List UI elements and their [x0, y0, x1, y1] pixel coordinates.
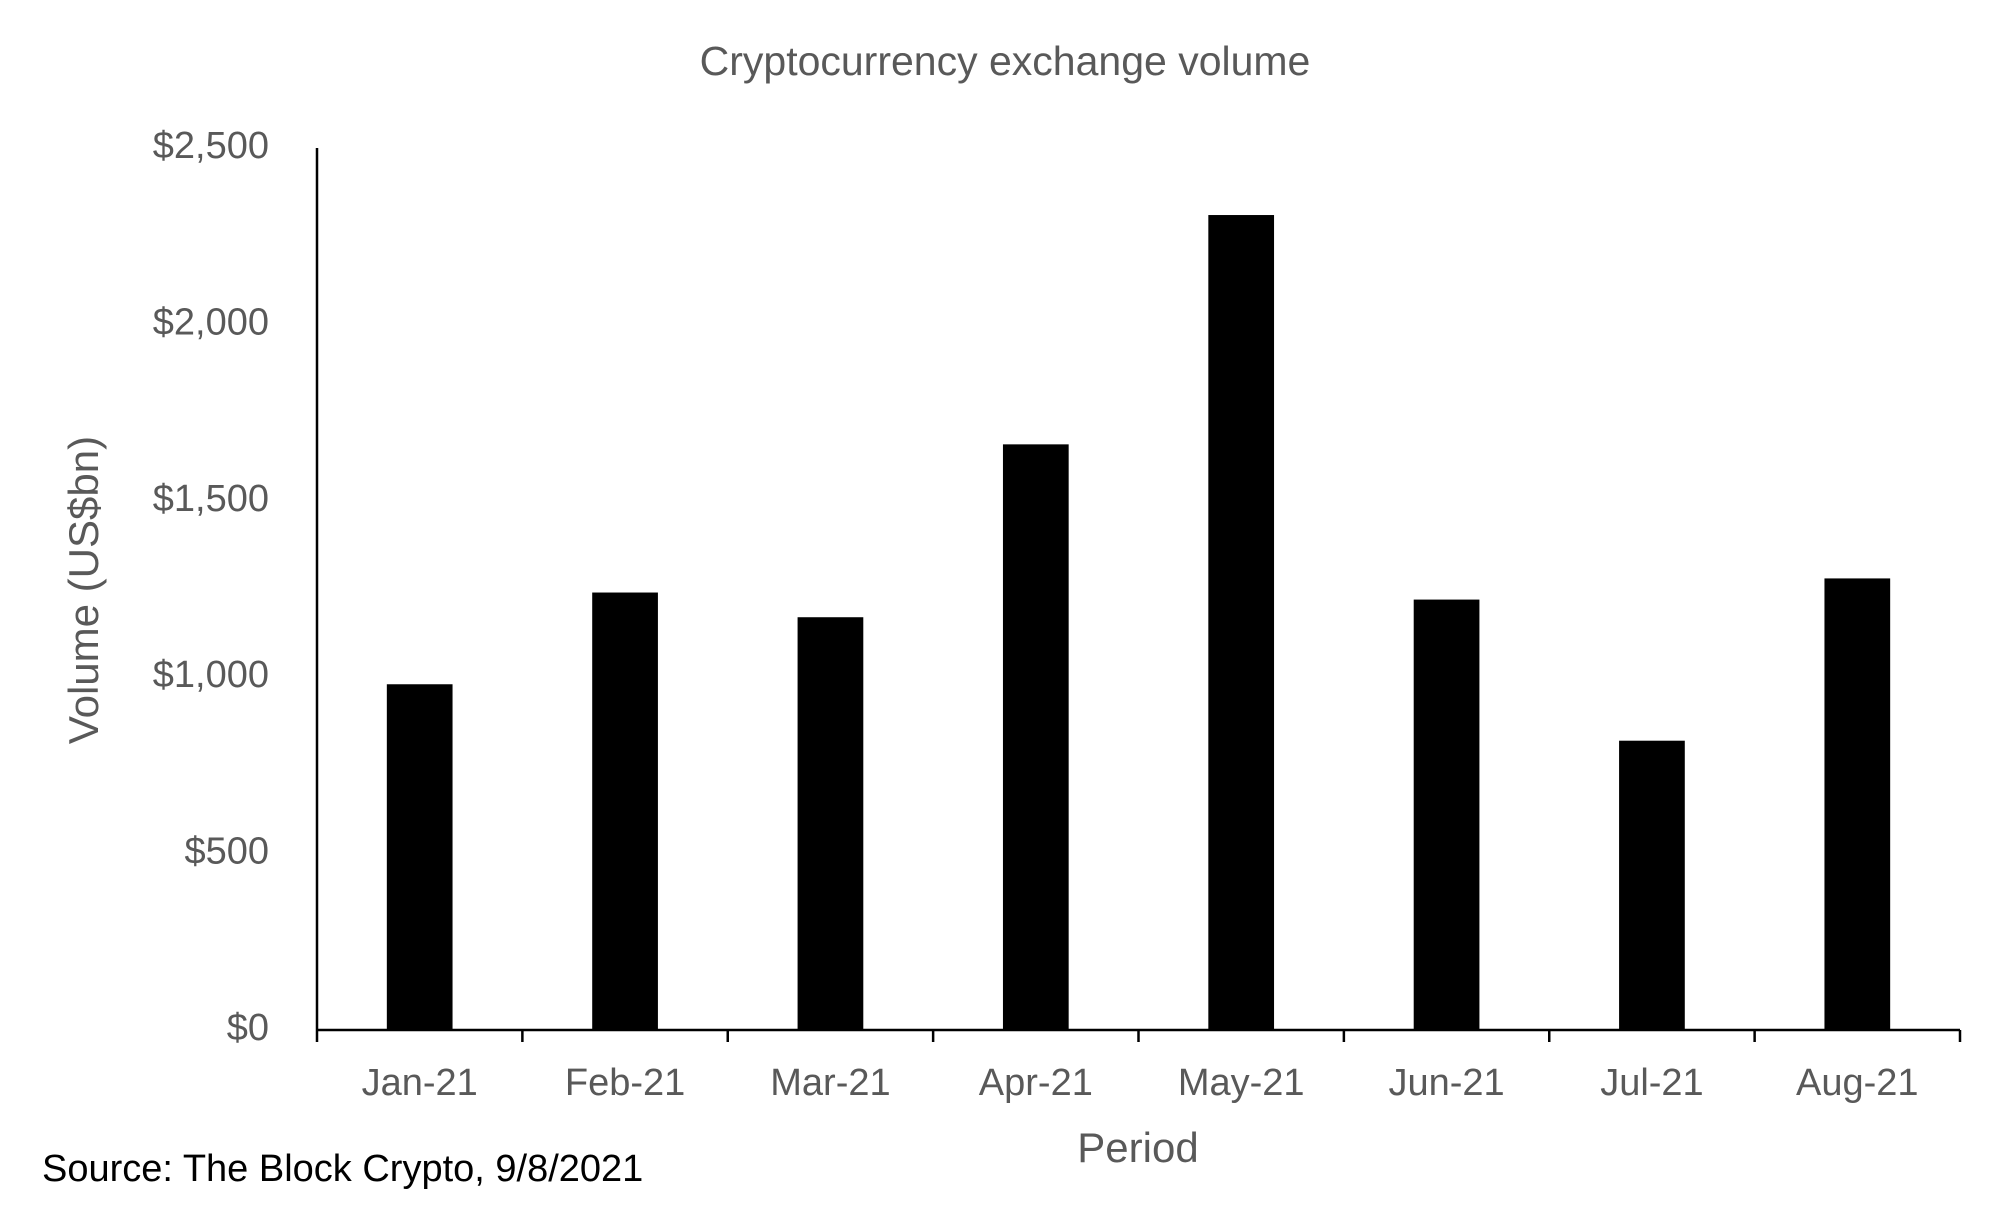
x-tick-label: Jun-21: [1388, 1062, 1504, 1104]
bar: [1413, 599, 1480, 1030]
x-tick-label: Apr-21: [979, 1062, 1093, 1104]
x-axis-label: Period: [1077, 1124, 1198, 1171]
y-tick-label: $2,500: [153, 125, 269, 167]
x-tick-label: May-21: [1178, 1062, 1305, 1104]
bar: [1208, 215, 1275, 1031]
y-tick-label: $500: [184, 831, 269, 873]
y-tick-label: $2,000: [153, 301, 269, 343]
chart-title: Cryptocurrency exchange volume: [700, 38, 1311, 84]
x-tick-label: Jul-21: [1600, 1062, 1704, 1104]
y-tick-label: $1,500: [153, 478, 269, 520]
x-tick-label: Mar-21: [770, 1062, 890, 1104]
bar: [386, 684, 453, 1030]
x-tick-label: Feb-21: [565, 1062, 685, 1104]
y-tick-label: $1,000: [153, 654, 269, 696]
bar: [1002, 444, 1069, 1030]
bar: [1619, 740, 1685, 1030]
bar: [1824, 578, 1891, 1030]
source-note: Source: The Block Crypto, 9/8/2021: [42, 1148, 643, 1190]
y-tick-label: $0: [227, 1007, 269, 1049]
bar: [592, 592, 658, 1030]
x-tick-label: Aug-21: [1796, 1062, 1919, 1104]
x-tick-label: Jan-21: [362, 1062, 478, 1104]
bar: [797, 617, 864, 1030]
y-axis-label: Volume (US$bn): [60, 436, 107, 744]
